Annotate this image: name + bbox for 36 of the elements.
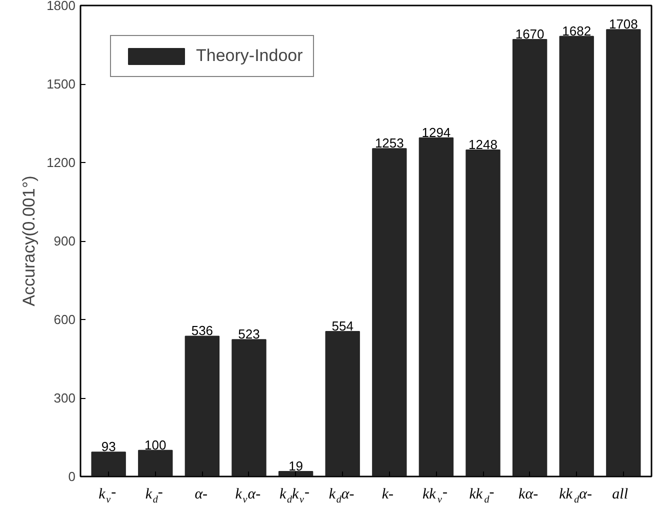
data-label: 1682: [562, 23, 592, 38]
y-tick-label: 1200: [46, 155, 76, 170]
data-label: 554: [332, 318, 354, 334]
y-tick-label: 900: [54, 234, 76, 248]
bar: [232, 339, 266, 476]
bar: [606, 29, 641, 476]
data-label: 100: [144, 437, 166, 452]
bar: [325, 331, 360, 476]
bar: [138, 450, 173, 476]
y-tick-label: 1500: [46, 76, 76, 92]
bar: [466, 149, 500, 476]
data-label: 1248: [468, 136, 498, 152]
y-axis-title: Accuracy(0.001°): [20, 176, 39, 306]
data-label: 1708: [608, 16, 638, 32]
y-tick-label: 600: [54, 312, 76, 327]
data-label: 93: [101, 439, 116, 454]
bar: [512, 39, 548, 476]
data-label: 1253: [374, 136, 404, 151]
x-tick-label: all: [612, 486, 628, 502]
y-tick-label: 300: [54, 390, 76, 406]
x-tick-label: kα-: [518, 486, 538, 502]
data-label: 536: [191, 323, 214, 338]
data-label: 1670: [515, 26, 544, 42]
bar: [418, 137, 454, 476]
data-label: 523: [238, 326, 260, 342]
bar: [559, 36, 594, 476]
data-label: 1294: [422, 124, 451, 140]
bar: [91, 452, 126, 476]
bar: [184, 336, 220, 476]
y-tick-label: 1800: [46, 0, 76, 13]
data-label: 19: [288, 458, 304, 474]
bar: [372, 148, 407, 476]
x-tick-label: α-: [194, 486, 208, 502]
x-tick-label: k-: [382, 486, 394, 502]
y-tick-label: 0: [68, 469, 76, 484]
legend-label: Theory-Indoor: [196, 46, 303, 66]
